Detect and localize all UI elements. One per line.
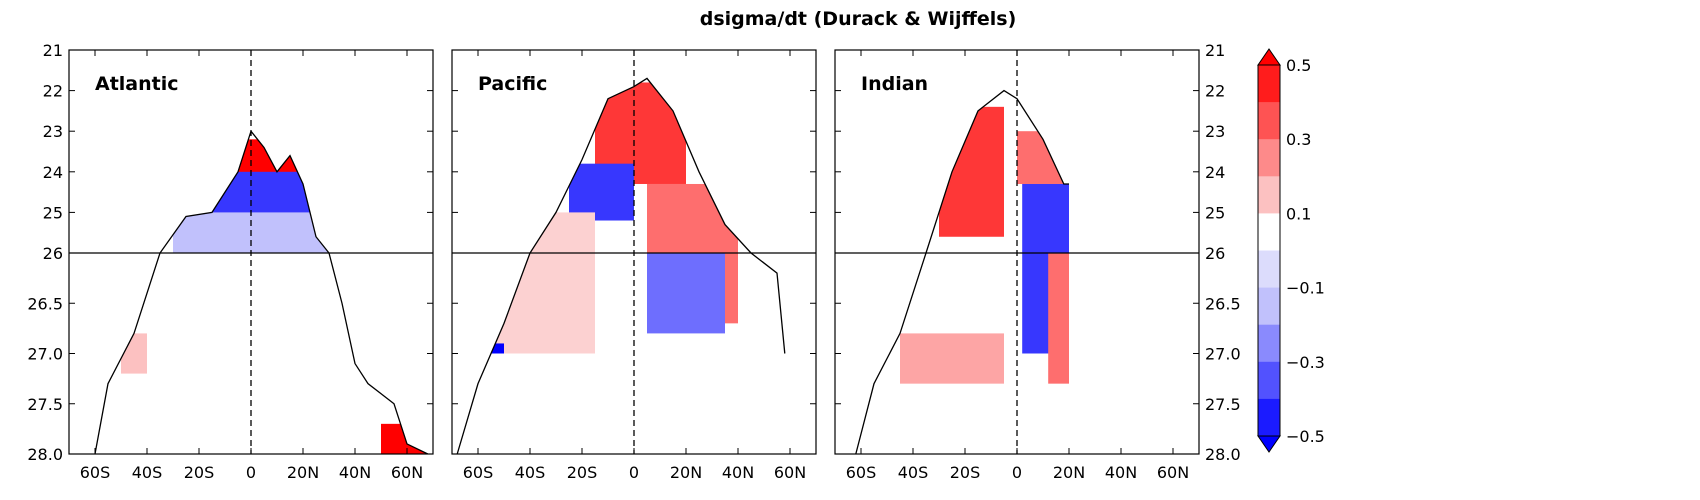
y-tick-label: 27.0	[1205, 345, 1241, 364]
colorbar-tick-label: −0.1	[1286, 279, 1325, 298]
y-tick-label: 24	[43, 163, 63, 182]
panel-plot-area	[69, 50, 433, 454]
x-tick-label: 40S	[132, 463, 163, 482]
panel-atlantic: Atlantic 60S 40S 20S 0 20N 40N 60N 21 22 23 24 25 26 2…	[27, 41, 434, 482]
colorbar-bin	[1258, 287, 1280, 326]
colorbar-tick-label: 0.1	[1286, 204, 1311, 223]
y-tick-label: 21	[1205, 41, 1225, 60]
x-tick-label: 0	[1012, 463, 1022, 482]
panel-title: Pacific	[478, 73, 547, 95]
anomaly-patch	[1048, 253, 1069, 384]
panel-plot-area	[452, 50, 816, 454]
anomaly-patch	[381, 423, 428, 454]
y-tick-label: 25	[1205, 203, 1225, 222]
y-tick-label: 26.5	[1205, 294, 1241, 313]
colorbar-bin	[1258, 139, 1280, 177]
outcrop-line	[456, 77, 786, 454]
y-tick-label: 26	[1205, 244, 1225, 263]
x-tick-label: 20S	[184, 463, 215, 482]
anomaly-patch	[569, 163, 634, 221]
colorbar-bin	[1258, 324, 1280, 363]
outcrop-line	[94, 129, 429, 454]
x-tick-label: 40N	[339, 463, 371, 482]
y-tick-label: 27.5	[1205, 395, 1241, 414]
y-tick-label: 26	[43, 244, 63, 263]
colorbar-bin	[1258, 176, 1280, 214]
x-tick-label: 40S	[898, 463, 929, 482]
x-tick-label: 60N	[391, 463, 423, 482]
y-tick-label: 26.5	[27, 294, 63, 313]
colorbar-bin	[1258, 65, 1280, 103]
colorbar-extend-max	[1257, 48, 1281, 66]
x-tick-label: 40N	[722, 463, 754, 482]
colorbar-tick-label: 0.5	[1286, 56, 1311, 75]
x-tick-label: 60S	[846, 463, 877, 482]
x-tick-label: 20N	[1053, 463, 1085, 482]
y-tick-label: 21	[43, 41, 63, 60]
colorbar-bin	[1258, 250, 1280, 289]
panel-title: Indian	[861, 73, 928, 95]
panel-pacific: Pacific 60S 40S 20S 0 20N 40N 60N	[451, 49, 817, 482]
y-tick-label: 27.5	[27, 395, 63, 414]
anomaly-patch	[121, 333, 147, 374]
colorbar-bin	[1258, 361, 1280, 400]
x-tick-label: 20S	[950, 463, 981, 482]
y-tick-label: 25	[43, 203, 63, 222]
colorbar-tick-label: −0.5	[1286, 427, 1325, 446]
y-tick-label: 23	[1205, 122, 1225, 141]
figure-title: dsigma/dt (Durack & Wijffels)	[700, 8, 1017, 30]
colorbar: 0.5 0.3 0.1 −0.1 −0.3 −0.5	[1257, 48, 1325, 453]
x-tick-label: 60N	[774, 463, 806, 482]
anomaly-patch	[900, 333, 1004, 384]
colorbar-frame	[1257, 64, 1281, 437]
colorbar-extend-min	[1257, 435, 1281, 453]
x-tick-label: 60S	[80, 463, 111, 482]
y-tick-label: 27.0	[27, 345, 63, 364]
x-tick-label: 0	[246, 463, 256, 482]
x-tick-label: 20S	[567, 463, 598, 482]
panel-plot-area	[835, 50, 1199, 454]
x-tick-label: 60S	[463, 463, 494, 482]
x-tick-label: 0	[629, 463, 639, 482]
panels: Atlantic 60S 40S 20S 0 20N 40N 60N 21 22 23 24 25 26 2…	[27, 41, 1240, 482]
anomaly-patch	[647, 253, 725, 334]
y-tick-label: 22	[1205, 82, 1225, 101]
panel-indian: Indian 60S 40S 20S 0 20N 40N 60N 21 22 23 24 25 26 26.…	[834, 41, 1241, 482]
panel-title: Atlantic	[95, 73, 179, 95]
outcrop-line	[855, 89, 1069, 454]
colorbar-tick-label: 0.3	[1286, 130, 1311, 149]
colorbar-bin	[1258, 102, 1280, 140]
colorbar-bin	[1258, 213, 1280, 251]
y-tick-label: 24	[1205, 163, 1225, 182]
x-tick-label: 20N	[670, 463, 702, 482]
x-tick-label: 40N	[1105, 463, 1137, 482]
y-tick-label: 28.0	[27, 445, 63, 464]
y-tick-label: 28.0	[1205, 445, 1241, 464]
x-tick-label: 60N	[1157, 463, 1189, 482]
anomaly-patch	[491, 343, 504, 354]
colorbar-tick-label: −0.3	[1286, 353, 1325, 372]
y-tick-label: 23	[43, 122, 63, 141]
x-tick-label: 20N	[287, 463, 319, 482]
x-tick-label: 40S	[515, 463, 546, 482]
colorbar-bin	[1258, 398, 1280, 437]
y-tick-label: 22	[43, 82, 63, 101]
